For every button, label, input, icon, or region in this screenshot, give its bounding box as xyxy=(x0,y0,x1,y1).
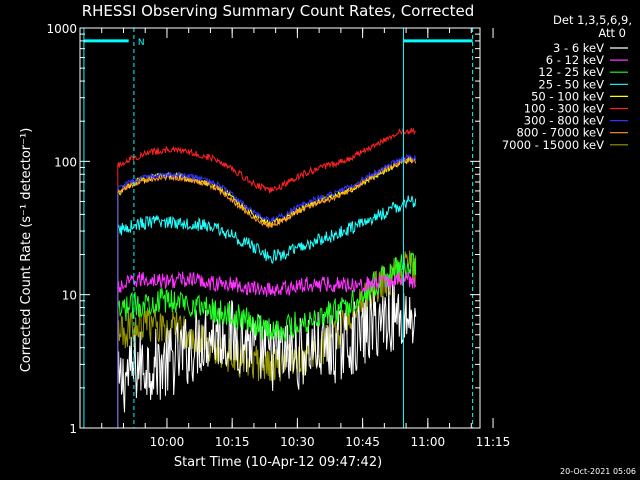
legend-label: 6 - 12 keV xyxy=(546,53,604,67)
series-line xyxy=(117,271,417,428)
legend-header-line-2: Att 0 xyxy=(598,26,626,40)
legend-label: 300 - 800 keV xyxy=(524,114,604,128)
x-axis-label: Start Time (10-Apr-12 09:47:42) xyxy=(174,455,382,470)
timestamp: 20-Oct-2021 05:06 xyxy=(560,467,636,476)
y-tick-label: 10 xyxy=(62,289,77,303)
legend-label: 3 - 6 keV xyxy=(553,41,604,55)
legend-label: 50 - 100 keV xyxy=(531,89,604,103)
plot-frame xyxy=(79,27,481,429)
y-tick-label: 1 xyxy=(69,422,77,436)
x-tick-label: 10:30 xyxy=(280,435,315,449)
flag-label: N xyxy=(138,38,145,48)
series-line xyxy=(117,252,417,428)
legend-header-line-1: Det 1,3,5,6,9, xyxy=(553,13,632,27)
series-line xyxy=(117,195,417,428)
chart-title: RHESSI Observing Summary Count Rates, Co… xyxy=(82,2,475,20)
axes: 1 10 100 1000 10:00 10:15 10:30 10:45 11:00 11:15 xyxy=(46,22,510,449)
legend-label: 25 - 50 keV xyxy=(538,77,604,91)
y-tick-label: 100 xyxy=(54,155,77,169)
y-axis-label: Corrected Count Rate (s⁻¹ detector⁻¹) xyxy=(19,128,34,373)
legend-label: 100 - 300 keV xyxy=(524,102,604,116)
series-line xyxy=(117,153,417,428)
legend-label: 12 - 25 keV xyxy=(538,65,604,79)
x-tick-label: 11:00 xyxy=(411,435,446,449)
x-tick-label: 10:00 xyxy=(150,435,185,449)
series-line xyxy=(117,157,417,428)
x-tick-label: 10:15 xyxy=(215,435,250,449)
y-tick-label: 1000 xyxy=(46,22,77,36)
plot-area: N xyxy=(83,28,474,428)
x-tick-label: 10:45 xyxy=(345,435,380,449)
legend-label: 800 - 7000 keV xyxy=(516,126,604,140)
series-line xyxy=(117,127,416,428)
legend-label: 7000 - 15000 keV xyxy=(502,138,604,152)
x-tick-label: 11:15 xyxy=(476,435,511,449)
